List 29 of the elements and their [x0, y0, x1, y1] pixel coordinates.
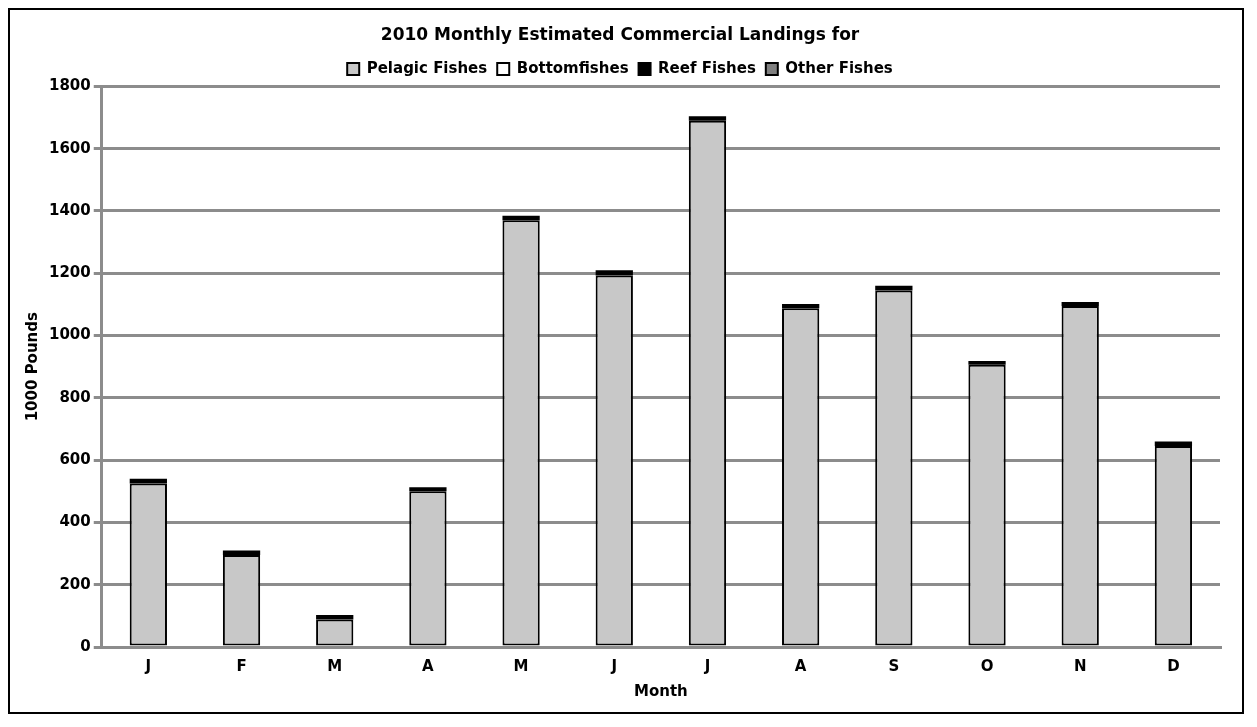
- x-tick-label: N: [1073, 656, 1087, 675]
- y-tick-label: 800: [59, 387, 91, 406]
- legend-label: Other Fishes: [785, 58, 893, 77]
- x-tick-label: A: [422, 656, 435, 675]
- x-tick-label: S: [888, 656, 900, 675]
- x-tick-label: M: [327, 656, 343, 675]
- y-tick-label: 1800: [49, 76, 91, 95]
- x-tick-label: D: [1167, 656, 1180, 675]
- x-tick-label: F: [236, 656, 247, 675]
- x-tick-label: O: [980, 656, 994, 675]
- legend-label: Reef Fishes: [658, 58, 756, 77]
- x-tick-label: J: [610, 656, 618, 675]
- legend-label: Pelagic Fishes: [366, 58, 488, 77]
- y-tick-label: 1200: [49, 263, 91, 282]
- x-axis-title: Month: [633, 681, 688, 700]
- y-tick-label: 200: [59, 574, 91, 593]
- x-tick-label: M: [513, 656, 529, 675]
- chart-title: 2010 Monthly Estimated Commercial Landings for: [380, 23, 860, 44]
- y-tick-label: 1000: [49, 325, 91, 344]
- y-tick-label: 1400: [49, 200, 91, 219]
- y-tick-label: 600: [59, 450, 91, 469]
- y-tick-label: 400: [59, 512, 91, 531]
- x-tick-label: A: [794, 656, 807, 675]
- x-tick-label: J: [703, 656, 711, 675]
- legend-label: Bottomfishes: [516, 58, 629, 77]
- x-tick-label: J: [144, 656, 152, 675]
- y-tick-label: 1600: [49, 138, 91, 157]
- y-tick-label: 0: [80, 636, 91, 655]
- y-axis-title: 1000 Pounds: [22, 311, 41, 422]
